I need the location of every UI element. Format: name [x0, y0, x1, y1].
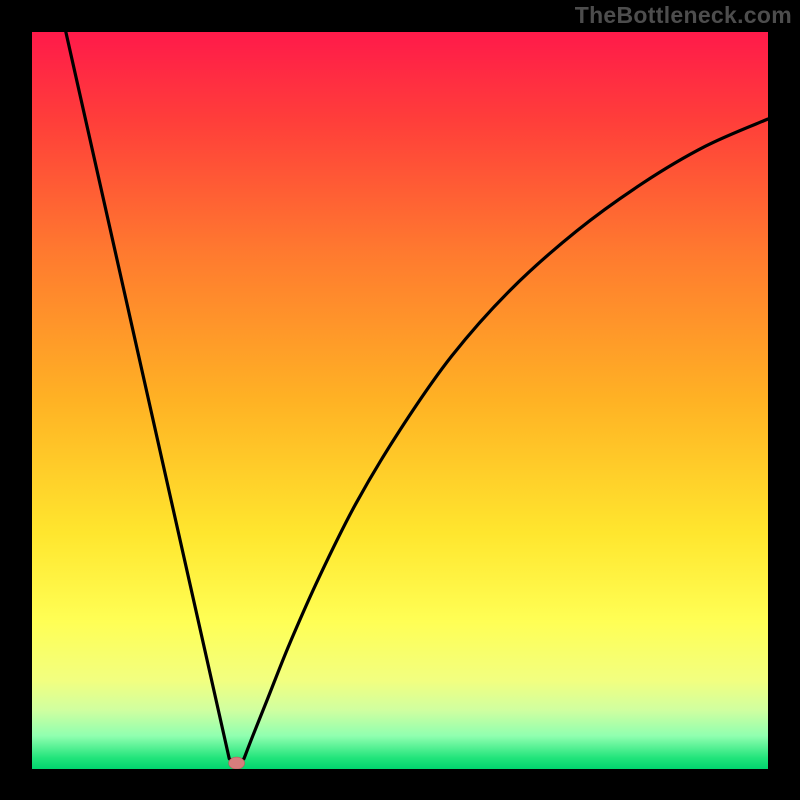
bottleneck-curve [32, 32, 768, 769]
watermark-text: TheBottleneck.com [575, 2, 792, 29]
optimal-point-marker [229, 757, 245, 769]
curve-path [66, 32, 768, 762]
plot-area [32, 32, 768, 769]
